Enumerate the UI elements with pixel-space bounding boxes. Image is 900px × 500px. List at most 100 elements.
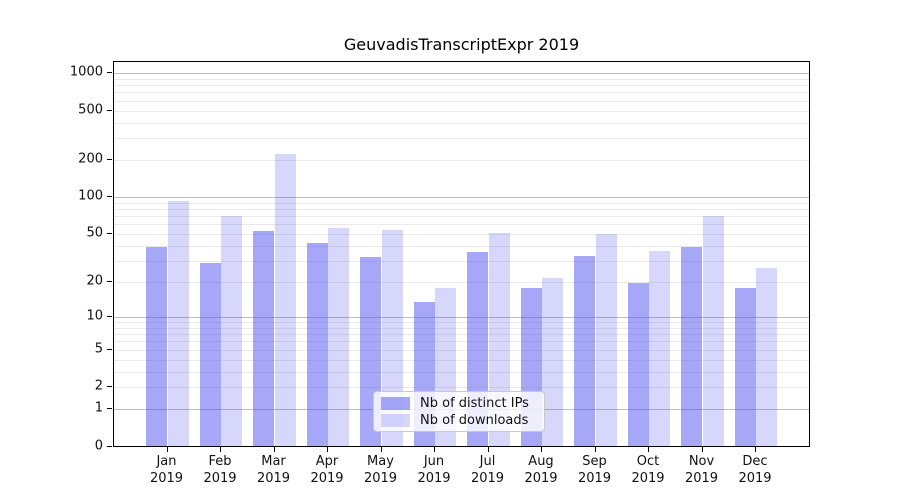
- bar-mar-downloads: [274, 154, 296, 446]
- legend-label-downloads: Nb of downloads: [420, 412, 529, 428]
- y-gridline-minor-2: [114, 387, 809, 389]
- y-tick-500: [107, 109, 112, 111]
- bar-dec-distinct-ips: [734, 288, 756, 446]
- bar-sep-downloads: [595, 234, 617, 446]
- y-gridline-major-1000: [114, 73, 809, 75]
- y-tick-10: [107, 315, 112, 317]
- x-tick-mar: [273, 447, 275, 452]
- x-tick-label-jun: Jun 2019: [417, 454, 451, 487]
- y-gridline-major-100: [114, 197, 809, 199]
- x-tick-label-aug: Aug 2019: [524, 454, 558, 487]
- y-tick-label-1000: 1000: [69, 64, 103, 80]
- legend-label-distinct-ips: Nb of distinct IPs: [420, 395, 529, 411]
- x-tick-label-sep: Sep 2019: [577, 454, 612, 487]
- y-gridline-minor-900: [114, 78, 809, 80]
- bar-oct-distinct-ips: [627, 282, 649, 446]
- y-tick-20: [107, 281, 112, 283]
- legend-item-distinct-ips: Nb of distinct IPs: [381, 395, 538, 412]
- y-gridline-minor-8: [114, 327, 809, 329]
- x-tick-label-oct: Oct 2019: [631, 454, 665, 487]
- x-tick-apr: [327, 447, 328, 452]
- y-gridline-minor-700: [114, 92, 809, 94]
- bar-sep-distinct-ips: [574, 255, 596, 446]
- y-gridline-minor-40: [114, 245, 809, 247]
- y-gridline-minor-7: [114, 334, 809, 336]
- bar-mar-distinct-ips: [253, 231, 275, 446]
- bar-feb-distinct-ips: [199, 262, 221, 446]
- y-gridline-minor-300: [114, 138, 809, 140]
- y-gridline-minor-50: [114, 234, 809, 236]
- x-tick-label-nov: Nov 2019: [684, 454, 719, 487]
- chart-title: GeuvadisTranscriptExpr 2019: [343, 35, 580, 54]
- legend-swatch-distinct-ips: [381, 396, 410, 410]
- bar-aug-downloads: [542, 277, 564, 446]
- y-gridline-minor-200: [114, 159, 809, 161]
- x-tick-jun: [434, 447, 435, 452]
- y-tick-label-500: 500: [78, 102, 103, 118]
- x-tick-label-may: May 2019: [363, 454, 398, 487]
- y-tick-50: [107, 233, 112, 235]
- bar-dec-downloads: [756, 268, 778, 446]
- y-gridline-minor-4: [114, 359, 809, 361]
- x-tick-sep: [594, 447, 596, 452]
- legend-item-downloads: Nb of downloads: [381, 412, 538, 429]
- y-tick-label-1: 1: [94, 400, 103, 416]
- bar-feb-downloads: [221, 215, 243, 446]
- x-tick-may: [380, 447, 382, 452]
- y-tick-label-5: 5: [94, 341, 103, 357]
- y-tick-label-0: 0: [94, 438, 103, 453]
- bar-jan-downloads: [167, 200, 189, 446]
- y-gridline-minor-20: [114, 282, 809, 284]
- y-tick-label-10: 10: [86, 308, 103, 324]
- y-tick-0: [107, 445, 112, 447]
- bar-nov-downloads: [702, 215, 724, 446]
- y-tick-5: [107, 348, 112, 350]
- x-tick-jul: [487, 447, 489, 452]
- y-tick-100: [107, 196, 112, 198]
- y-tick-200: [107, 158, 112, 160]
- y-gridline-minor-500: [114, 110, 809, 112]
- y-gridline-minor-5: [114, 349, 809, 351]
- y-gridline-major-10: [114, 316, 809, 318]
- y-tick-1000: [107, 72, 112, 74]
- x-tick-label-apr: Apr 2019: [310, 454, 344, 487]
- x-tick-label-dec: Dec 2019: [738, 454, 772, 487]
- y-gridline-minor-60: [114, 224, 809, 226]
- legend-swatch-downloads: [381, 413, 410, 427]
- legend: Nb of distinct IPs Nb of downloads: [373, 391, 545, 432]
- x-tick-aug: [541, 447, 542, 452]
- y-tick-label-20: 20: [86, 273, 103, 289]
- x-tick-nov: [701, 447, 703, 452]
- y-gridline-minor-600: [114, 100, 809, 102]
- bar-apr-downloads: [328, 228, 350, 446]
- y-tick-1: [107, 408, 112, 410]
- x-tick-oct: [648, 447, 649, 452]
- bar-nov-distinct-ips: [681, 246, 703, 446]
- y-gridline-minor-90: [114, 202, 809, 204]
- x-tick-label-jan: Jan 2019: [149, 454, 184, 487]
- y-tick-label-200: 200: [78, 151, 103, 167]
- plot-area: [113, 61, 810, 447]
- y-gridline-minor-6: [114, 341, 809, 343]
- bar-jan-distinct-ips: [146, 246, 168, 446]
- x-tick-dec: [755, 447, 756, 452]
- bar-apr-distinct-ips: [306, 242, 328, 446]
- y-tick-label-2: 2: [94, 378, 103, 394]
- y-tick-label-50: 50: [86, 225, 103, 241]
- y-gridline-minor-9: [114, 322, 809, 324]
- x-tick-label-feb: Feb 2019: [203, 454, 237, 487]
- y-gridline-minor-3: [114, 371, 809, 373]
- y-gridline-minor-70: [114, 216, 809, 218]
- y-gridline-minor-800: [114, 85, 809, 87]
- x-tick-label-jul: Jul 2019: [470, 454, 505, 487]
- x-tick-label-mar: Mar 2019: [256, 454, 291, 487]
- y-tick-label-100: 100: [78, 188, 103, 204]
- x-tick-jan: [166, 447, 168, 452]
- bar-oct-downloads: [649, 250, 671, 446]
- y-tick-2: [107, 386, 112, 388]
- y-gridline-minor-400: [114, 122, 809, 124]
- x-tick-feb: [220, 447, 221, 452]
- y-gridline-minor-30: [114, 260, 809, 262]
- y-gridline-minor-80: [114, 209, 809, 211]
